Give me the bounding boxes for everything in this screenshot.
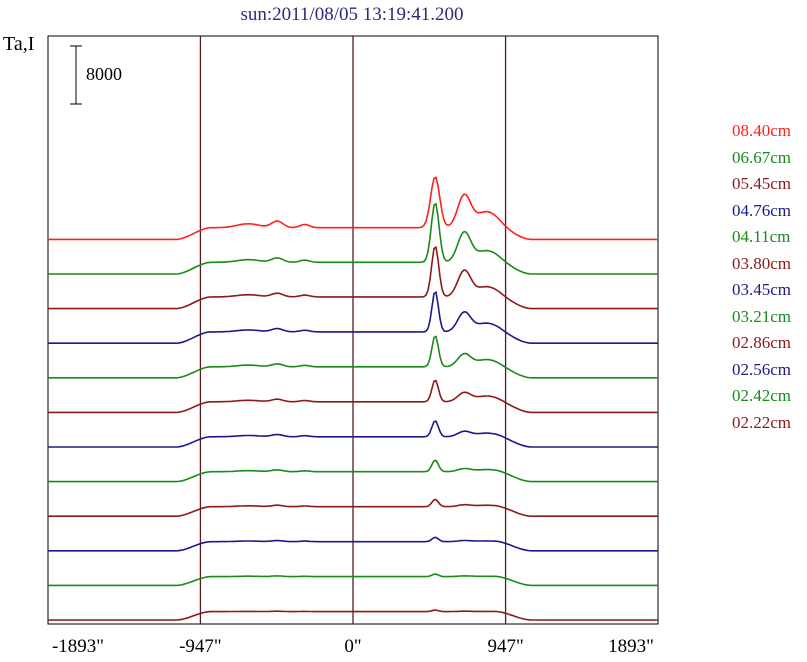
legend-item: 08.40cm — [732, 121, 792, 140]
legend-item: 03.80cm — [732, 253, 792, 273]
legend-item: 02.56cm — [732, 359, 792, 379]
legend-item: 06.67cm — [732, 147, 792, 167]
series-line-06.67cm — [48, 202, 658, 275]
y-axis-label: Ta,I — [3, 33, 35, 55]
legend-item: 03.21cm — [732, 306, 792, 326]
series-line-02.22cm — [48, 609, 658, 621]
series-lines — [48, 176, 658, 621]
series-line-02.86cm — [48, 498, 658, 517]
series-line-02.56cm — [48, 536, 658, 552]
series-line-08.40cm — [48, 176, 658, 241]
series-line-03.80cm — [48, 379, 658, 414]
chart-title: sun:2011/08/05 13:19:41.200 — [240, 4, 464, 25]
series-line-04.76cm — [48, 290, 658, 344]
legend-item: 02.42cm — [732, 386, 792, 405]
vertical-reference-lines — [199, 36, 507, 624]
x-tick-label: -947" — [179, 636, 222, 657]
series-line-03.45cm — [48, 420, 658, 448]
legend-item: 04.76cm — [732, 200, 792, 220]
legend-item: 02.86cm — [732, 333, 792, 352]
scale-bar — [70, 45, 82, 105]
series-line-04.11cm — [48, 335, 658, 379]
x-tick-label: 947" — [487, 636, 524, 657]
legend-item: 02.22cm — [732, 412, 792, 432]
legend-item: 05.45cm — [732, 174, 792, 193]
scale-bar-label: 8000 — [86, 64, 122, 84]
series-line-05.45cm — [48, 245, 658, 310]
x-tick-label: 0" — [344, 636, 362, 657]
legend-item: 03.45cm — [732, 280, 792, 299]
series-line-03.21cm — [48, 459, 658, 483]
legend: 08.40cm 06.67cm 05.45cm 04.76cm 04.11cm 03.80… — [732, 118, 791, 436]
legend-item: 04.11cm — [732, 227, 791, 246]
x-tick-label: 1893" — [608, 636, 654, 657]
x-tick-label: -1893" — [51, 636, 105, 657]
series-line-02.42cm — [48, 573, 658, 587]
